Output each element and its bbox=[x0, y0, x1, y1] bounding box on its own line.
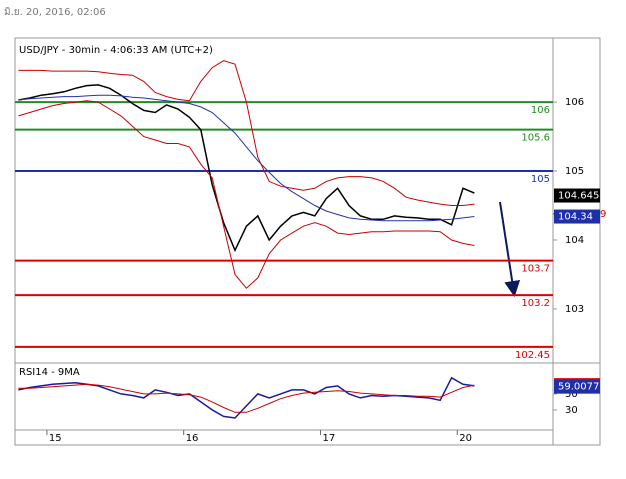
level-label: 103.7 bbox=[521, 264, 550, 275]
series-line bbox=[18, 100, 475, 289]
rsi-title: RSI14 - 9MA bbox=[19, 367, 80, 378]
y-tick-label: 30 bbox=[565, 405, 578, 416]
chart-title: USD/JPY - 30min - 4:06:33 AM (UTC+2) bbox=[19, 45, 213, 56]
x-tick-label: 15 bbox=[49, 433, 62, 444]
y-tick-label: 50 bbox=[565, 389, 578, 400]
price-tag-label: 104.34 bbox=[558, 212, 593, 223]
x-tick-label: 16 bbox=[186, 433, 199, 444]
price-tag bbox=[554, 379, 600, 394]
level-label: 103.2 bbox=[521, 298, 550, 309]
series-line bbox=[18, 383, 475, 413]
level-label: 102.45 bbox=[515, 350, 550, 361]
level-label: 106 bbox=[531, 105, 550, 116]
y-tick-label: 103 bbox=[565, 304, 584, 315]
series-line bbox=[18, 60, 475, 206]
price-tag bbox=[554, 188, 600, 203]
level-label: 105 bbox=[531, 174, 550, 185]
x-tick-label: 17 bbox=[322, 433, 335, 444]
price-tag-label: 59.0077 bbox=[558, 382, 599, 393]
x-tick-label: 20 bbox=[459, 433, 472, 444]
forecast-arrow bbox=[499, 201, 521, 297]
price-tag-label: 104.645 bbox=[558, 191, 599, 202]
frame bbox=[14, 37, 601, 446]
y-tick-label: 105 bbox=[565, 166, 584, 177]
y-tick-label: 106 bbox=[565, 97, 584, 108]
series-line bbox=[18, 94, 475, 222]
timestamp: มิ.ย. 20, 2016, 02:06 bbox=[4, 7, 106, 18]
series-line bbox=[18, 84, 475, 253]
price-tag bbox=[554, 209, 600, 224]
level-label: 105.6 bbox=[521, 133, 550, 144]
y-tick-label: 104 bbox=[565, 235, 584, 246]
